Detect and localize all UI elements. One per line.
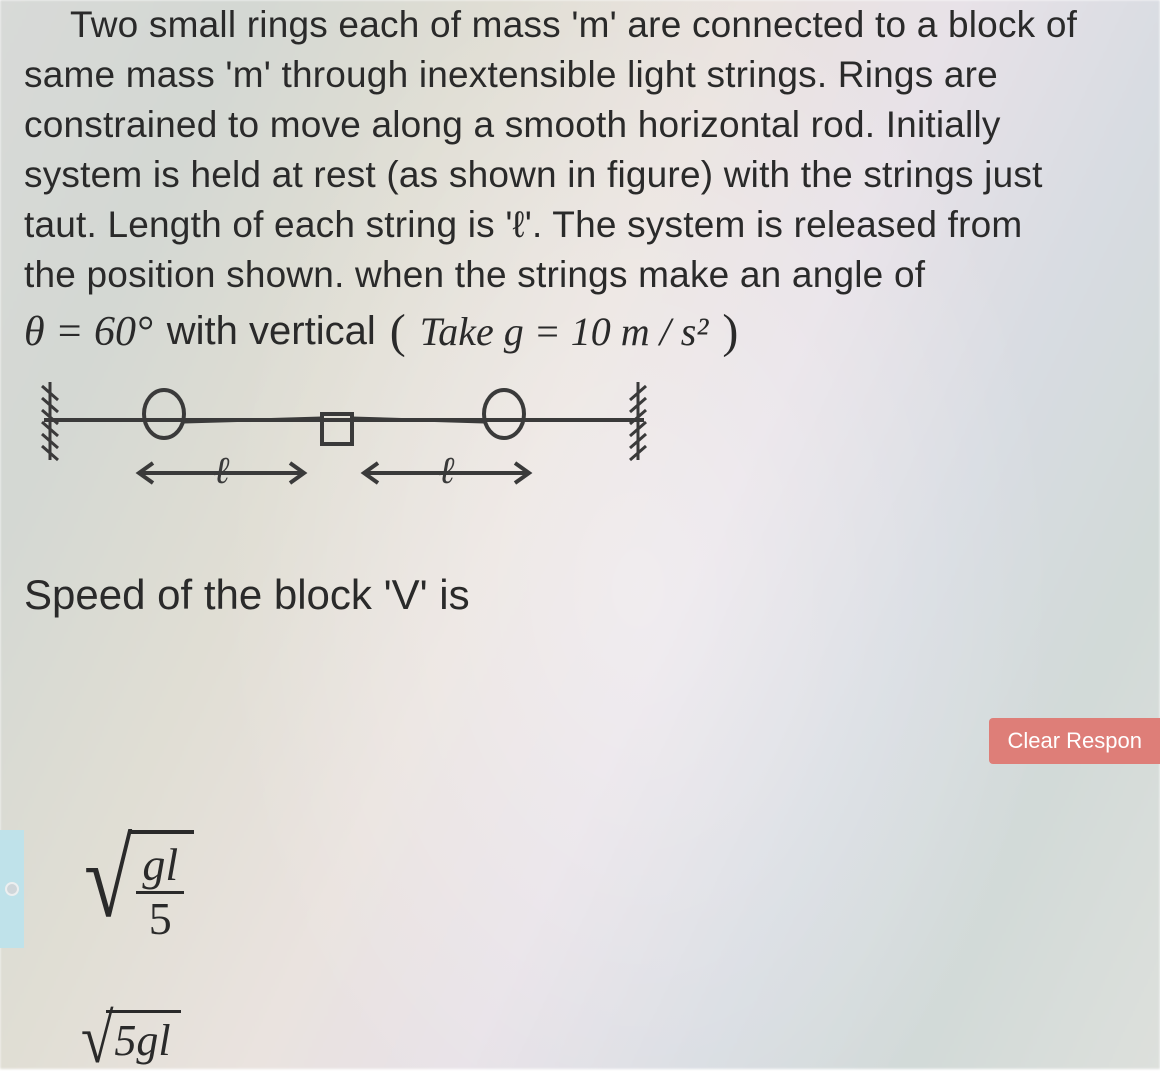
theta-condition: θ = 60° with vertical ( Take g = 10 m / … <box>24 308 1136 356</box>
clear-response-button[interactable]: Clear Respon <box>989 718 1160 764</box>
option-b-expression: √ 5gl <box>78 1010 1160 1068</box>
option-a-numerator: gl <box>136 840 184 891</box>
radical-sign-icon: √ <box>84 838 132 956</box>
question-text: Speed of the block 'V' is <box>24 571 1136 619</box>
option-a-expression: √ gl 5 <box>78 830 1160 948</box>
problem-statement: Two small rings each of mass 'm' are con… <box>24 0 1136 300</box>
problem-line-3: constrained to move along a smooth horiz… <box>24 100 1136 150</box>
svg-text:ℓ: ℓ <box>439 450 455 492</box>
radical-sign-icon: √ <box>81 1014 114 1072</box>
diagram-svg: ℓℓ <box>34 378 654 518</box>
problem-line-4: system is held at rest (as shown in figu… <box>24 150 1136 200</box>
with-vertical-text: with vertical <box>167 309 376 354</box>
option-b[interactable]: √ 5gl <box>0 1010 1160 1068</box>
problem-line-6: the position shown. when the strings mak… <box>24 250 1136 300</box>
open-paren: ( <box>390 308 406 356</box>
problem-line-2: same mass 'm' through inextensible light… <box>24 50 1136 100</box>
radio-unselected-icon <box>5 882 19 896</box>
close-paren: ) <box>722 308 738 356</box>
problem-line-5: taut. Length of each string is 'ℓ'. The … <box>24 200 1136 250</box>
theta-equals: θ = 60° <box>24 308 153 356</box>
system-diagram: ℓℓ <box>34 378 1136 523</box>
option-a-denominator: 5 <box>143 894 178 945</box>
option-a[interactable]: √ gl 5 <box>0 830 1160 948</box>
clear-response-label: Clear Respon <box>1007 728 1142 753</box>
problem-line-1: Two small rings each of mass 'm' are con… <box>70 0 1136 50</box>
svg-text:ℓ: ℓ <box>214 450 230 492</box>
take-g-expr: Take g = 10 m / s² <box>420 308 709 355</box>
option-a-radio-strip[interactable] <box>0 830 24 948</box>
option-b-radicand: 5gl <box>106 1010 180 1068</box>
